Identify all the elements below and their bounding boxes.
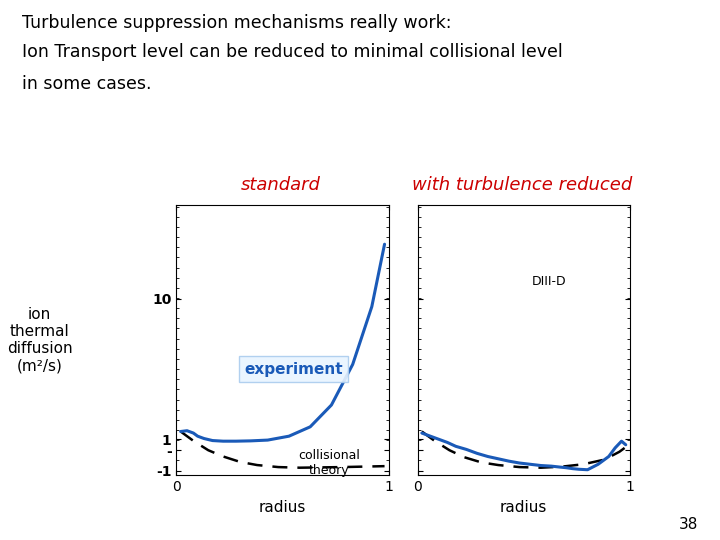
Text: experiment: experiment	[244, 362, 343, 376]
Text: DIII-D: DIII-D	[532, 275, 567, 288]
Text: with turbulence reduced: with turbulence reduced	[412, 177, 632, 194]
Text: ion
thermal
diffusion
(m²/s): ion thermal diffusion (m²/s)	[6, 307, 73, 374]
X-axis label: radius: radius	[259, 500, 306, 515]
Text: standard: standard	[241, 177, 320, 194]
Text: 38: 38	[679, 517, 698, 532]
Text: Turbulence suppression mechanisms really work:: Turbulence suppression mechanisms really…	[22, 14, 451, 31]
Text: in some cases.: in some cases.	[22, 75, 151, 92]
X-axis label: radius: radius	[500, 500, 547, 515]
Text: Ion Transport level can be reduced to minimal collisional level: Ion Transport level can be reduced to mi…	[22, 43, 562, 61]
Text: collisional
theory: collisional theory	[298, 449, 360, 477]
